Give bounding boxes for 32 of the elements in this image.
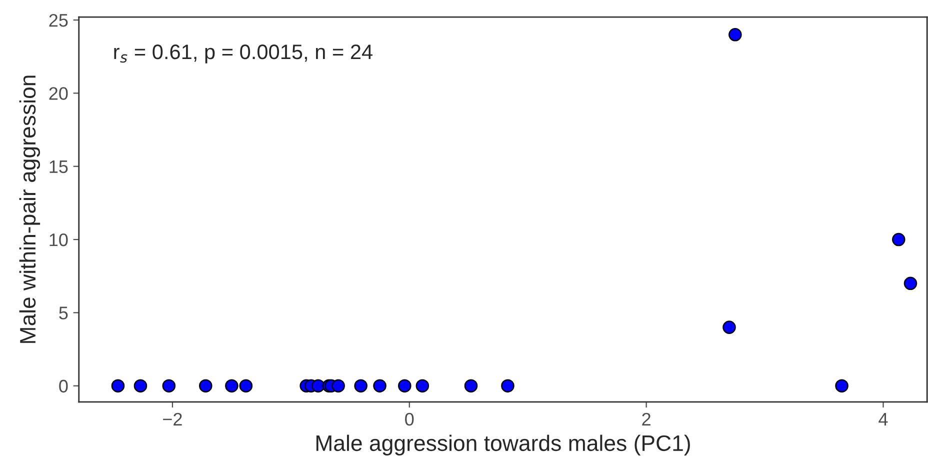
point bbox=[835, 379, 848, 392]
point bbox=[354, 379, 368, 392]
x-tick-label: −2 bbox=[163, 412, 182, 426]
y-tick-label: 10 bbox=[50, 233, 68, 246]
point bbox=[198, 379, 212, 392]
point bbox=[134, 379, 148, 392]
y-tick-label: 20 bbox=[49, 87, 68, 100]
y-tick-label: 0 bbox=[59, 380, 68, 393]
x-tick-label: 2 bbox=[642, 412, 650, 426]
x-tick-label: 4 bbox=[878, 413, 888, 426]
y-tick-label: 5 bbox=[59, 306, 68, 320]
point bbox=[162, 379, 176, 392]
x-tick-label: 0 bbox=[405, 412, 414, 426]
annotation: r$_{s}$ = 0.61, p = 0.0015, n = 24 bbox=[114, 44, 372, 64]
point bbox=[416, 379, 430, 392]
point bbox=[373, 379, 386, 392]
point bbox=[728, 28, 742, 42]
point bbox=[722, 320, 736, 334]
point bbox=[501, 379, 514, 392]
point bbox=[464, 379, 478, 392]
point bbox=[398, 379, 412, 392]
point bbox=[892, 232, 906, 246]
point bbox=[904, 276, 918, 290]
point bbox=[225, 379, 238, 392]
point bbox=[239, 379, 253, 392]
y-axis-title: Male within-pair aggression bbox=[19, 76, 40, 343]
y-tick-label: 15 bbox=[50, 160, 68, 174]
point bbox=[312, 379, 325, 392]
y-tick-label: 25 bbox=[49, 14, 68, 27]
x-axis-title: Male aggression towards males (PC1) bbox=[316, 434, 690, 456]
point bbox=[332, 379, 345, 392]
point bbox=[111, 379, 125, 392]
